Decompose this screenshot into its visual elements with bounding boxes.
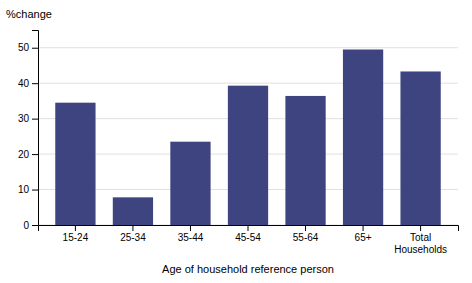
x-tick-label: 55-64 <box>293 232 319 243</box>
y-tick-mark <box>32 154 38 155</box>
y-tick-mark <box>32 190 38 191</box>
x-tick-label-line: Households <box>394 244 447 255</box>
y-tick-mark <box>32 119 38 120</box>
y-tick: 10 <box>18 184 38 195</box>
x-tick-label-line: Total <box>410 232 431 243</box>
x-axis-line <box>39 226 459 232</box>
bars <box>55 50 440 226</box>
y-tick-label: 30 <box>18 113 30 124</box>
x-tick-label: 35-44 <box>178 232 204 243</box>
x-tick-label-line: 15-24 <box>63 232 89 243</box>
y-tick: 20 <box>18 149 38 160</box>
plot: 0 10 20 30 40 50 15-24 25-34 35-44 45-54 55-64 65+ T… <box>18 31 459 255</box>
x-tick-mark <box>75 225 76 231</box>
y-tick: 50 <box>18 42 38 53</box>
x-tick-mark <box>363 225 364 231</box>
x-tick-label: TotalHouseholds <box>394 232 447 255</box>
y-axis-title: %change <box>6 8 52 20</box>
x-tick: TotalHouseholds <box>394 225 447 255</box>
x-tick-label-line: 55-64 <box>293 232 319 243</box>
x-axis-title: Age of household reference person <box>162 263 334 275</box>
bar <box>55 103 95 225</box>
bar <box>343 50 383 226</box>
bar <box>113 197 153 225</box>
bar <box>170 142 210 225</box>
x-tick: 25-34 <box>120 225 146 243</box>
x-tick-mark <box>305 225 306 231</box>
x-tick-mark <box>190 225 191 231</box>
y-tick-mark <box>32 83 38 84</box>
x-tick-label: 45-54 <box>235 232 261 243</box>
y-tick-mark <box>32 225 38 226</box>
x-tick-label: 65+ <box>355 232 372 243</box>
x-tick-label-line: 65+ <box>355 232 372 243</box>
x-tick-mark <box>420 225 421 231</box>
y-tick: 30 <box>18 113 38 124</box>
y-tick-label: 10 <box>18 184 30 195</box>
x-tick-label-line: 25-34 <box>120 232 146 243</box>
y-tick-label: 20 <box>18 149 30 160</box>
y-tick: 40 <box>18 78 38 89</box>
x-tick: 65+ <box>355 225 372 243</box>
x-tick-mark <box>248 225 249 231</box>
x-axis: 15-24 25-34 35-44 45-54 55-64 65+ TotalHouseho… <box>39 225 459 255</box>
chart: 0 10 20 30 40 50 15-24 25-34 35-44 45-54 55-64 65+ T… <box>0 0 472 283</box>
bar <box>285 96 325 225</box>
bar <box>228 86 268 225</box>
x-tick: 45-54 <box>235 225 261 243</box>
y-tick-label: 0 <box>23 220 29 231</box>
y-tick: 0 <box>23 220 38 231</box>
y-tick-mark <box>32 48 38 49</box>
y-axis-line <box>32 31 39 226</box>
grid-line <box>38 83 458 84</box>
y-axis: 0 10 20 30 40 50 <box>18 31 39 231</box>
x-tick-label-line: 35-44 <box>178 232 204 243</box>
x-tick-label: 25-34 <box>120 232 146 243</box>
x-tick: 55-64 <box>293 225 319 243</box>
x-tick-label-line: 45-54 <box>235 232 261 243</box>
x-tick-mark <box>132 225 133 231</box>
y-tick-label: 40 <box>18 78 30 89</box>
x-tick: 35-44 <box>178 225 204 243</box>
grid <box>38 48 458 225</box>
y-tick-label: 50 <box>18 42 30 53</box>
x-tick: 15-24 <box>63 225 89 243</box>
grid-line <box>38 47 458 48</box>
bar <box>400 71 440 225</box>
x-tick-label: 15-24 <box>63 232 89 243</box>
